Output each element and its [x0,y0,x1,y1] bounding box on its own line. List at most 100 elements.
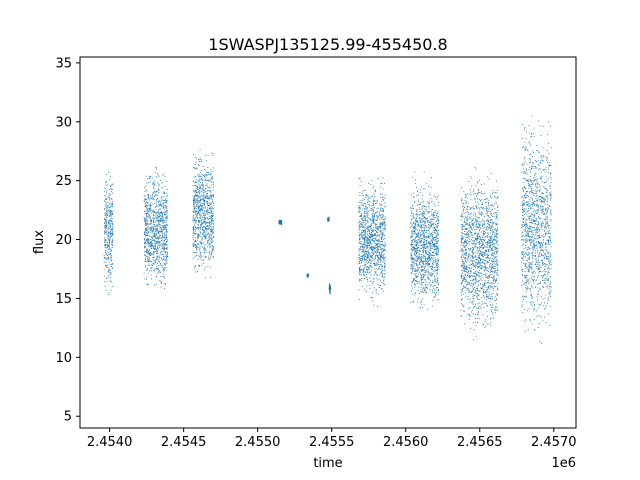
data-point [429,286,431,288]
data-point [199,149,201,151]
data-point [196,194,198,196]
data-point [487,271,489,273]
data-point [146,243,148,245]
data-point [148,209,150,211]
data-point [166,247,168,249]
data-point [379,243,381,245]
data-point [144,197,146,199]
data-point [377,283,379,285]
data-point [480,267,482,269]
data-point [378,258,380,260]
data-point [146,214,148,216]
data-point [461,227,463,228]
data-point [475,221,477,223]
data-point [208,198,210,200]
data-point [423,212,425,214]
data-point [109,253,111,255]
data-point [150,241,152,242]
data-point [110,210,112,212]
data-point [365,193,367,195]
data-point [373,235,375,236]
data-point [461,200,462,202]
data-point [421,198,423,200]
data-point [204,232,206,234]
data-point [147,181,149,183]
data-point [199,186,201,187]
data-point [413,258,414,260]
data-point [433,215,435,217]
data-point [146,182,148,184]
data-point [365,255,367,257]
data-point [437,266,438,268]
data-point [364,208,366,210]
data-point [199,179,201,181]
data-point [367,253,369,255]
data-point [361,235,363,237]
data-point [366,215,368,217]
data-point [359,261,360,263]
data-point [365,240,367,242]
data-point [369,253,371,255]
data-point [205,160,207,162]
data-point [418,267,420,269]
data-point [358,256,360,258]
data-point [197,233,199,235]
data-point [373,227,375,229]
data-point [145,223,147,225]
data-point [158,189,160,191]
data-point [373,222,375,224]
data-point [429,237,431,239]
data-point [160,254,162,256]
data-point [147,219,149,221]
data-point [426,287,428,288]
data-point [429,252,431,254]
data-point [367,249,369,251]
data-point [373,237,375,239]
data-point [363,229,365,231]
data-point [152,211,153,213]
data-point [463,268,465,270]
data-point [106,189,108,191]
data-point [212,181,214,183]
data-point [146,248,148,250]
data-point [427,277,429,279]
data-point [150,229,152,231]
data-point [164,240,165,242]
data-point [111,204,113,206]
data-point [149,204,151,206]
data-point [198,224,199,226]
data-point [197,236,199,237]
data-point [159,237,161,239]
data-point [203,199,205,201]
data-point [111,189,112,191]
data-point [430,284,432,286]
data-point [366,238,368,240]
data-point [424,287,426,289]
data-point [208,233,210,235]
data-point [421,289,423,290]
data-point [380,244,382,246]
data-point [193,179,195,181]
data-point [103,226,105,228]
data-point [208,236,210,238]
data-point [144,251,146,253]
data-point [104,213,106,215]
data-point [378,234,380,236]
data-point [153,198,154,200]
data-point [213,236,215,237]
data-point [421,267,423,268]
data-point [383,221,385,223]
data-point [153,235,154,237]
data-point [359,234,361,236]
data-point [362,205,364,207]
data-point [362,258,364,260]
data-point [159,263,161,264]
data-point [496,293,498,295]
data-point [155,195,157,197]
data-point [367,240,369,242]
data-point [107,233,109,234]
data-point [108,271,110,273]
data-point [369,226,371,227]
data-point [431,218,433,220]
data-point [436,253,438,255]
